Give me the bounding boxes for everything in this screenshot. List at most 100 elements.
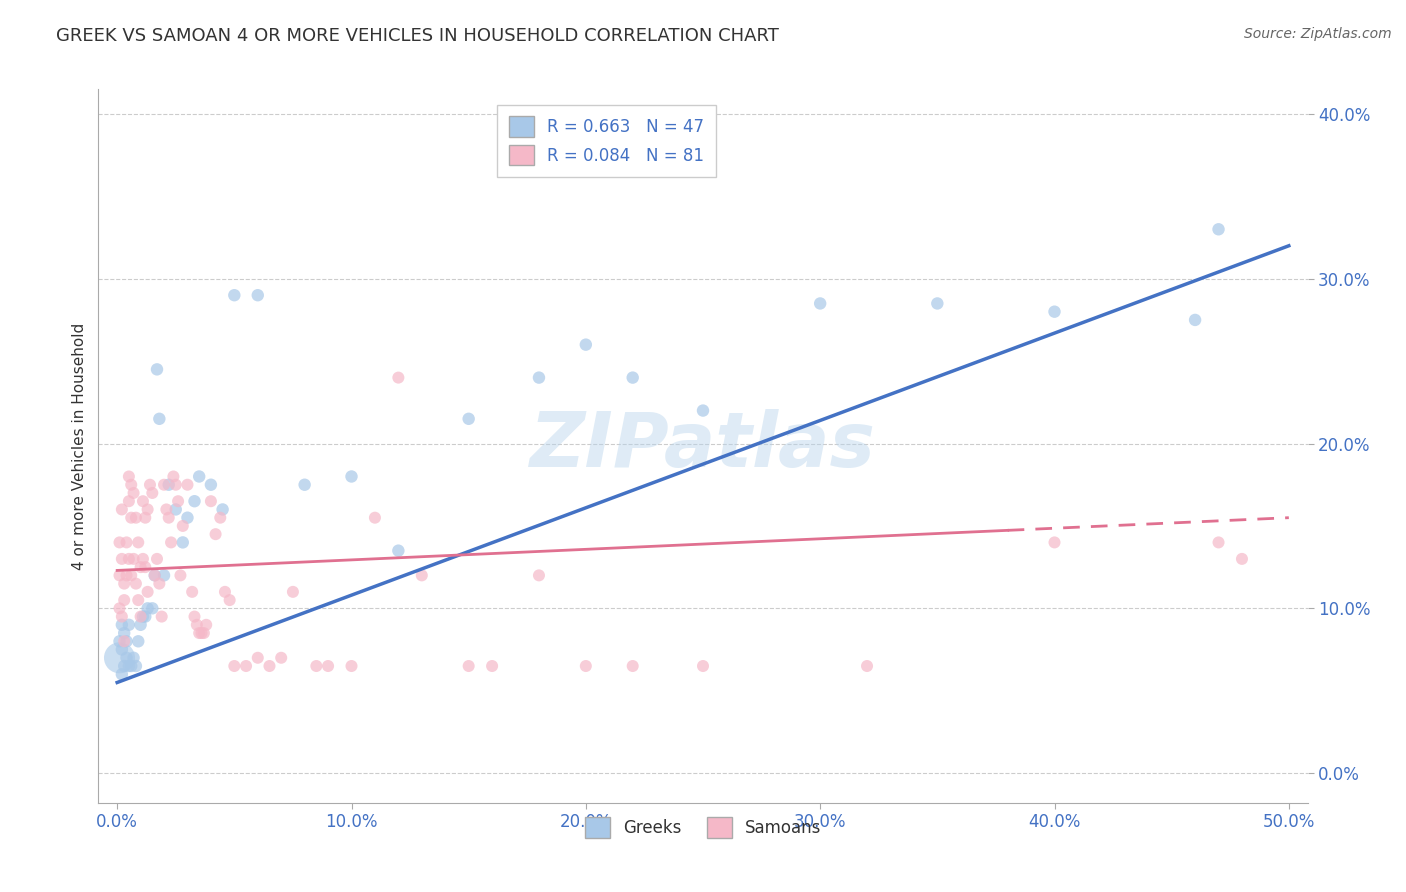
Point: [457, 412, 479, 426]
Point: [127, 593, 149, 607]
Point: [134, 609, 156, 624]
Point: [111, 667, 134, 681]
Point: [575, 659, 598, 673]
Point: [575, 337, 598, 351]
Point: [162, 469, 184, 483]
Point: [132, 552, 155, 566]
Point: [181, 585, 204, 599]
Point: [112, 659, 135, 673]
Point: [112, 593, 135, 607]
Point: [153, 568, 176, 582]
Point: [146, 552, 169, 566]
Point: [176, 477, 198, 491]
Point: [112, 626, 135, 640]
Point: [157, 477, 180, 491]
Point: [111, 617, 134, 632]
Point: [270, 650, 292, 665]
Point: [153, 477, 176, 491]
Point: [148, 576, 170, 591]
Point: [122, 650, 145, 665]
Point: [141, 601, 163, 615]
Point: [172, 519, 194, 533]
Point: [481, 659, 503, 673]
Point: [111, 552, 134, 566]
Text: Source: ZipAtlas.com: Source: ZipAtlas.com: [1244, 27, 1392, 41]
Point: [136, 502, 159, 516]
Point: [1208, 222, 1230, 236]
Point: [127, 535, 149, 549]
Point: [120, 568, 142, 582]
Point: [115, 650, 138, 665]
Point: [294, 477, 316, 491]
Point: [111, 609, 134, 624]
Point: [209, 510, 232, 524]
Point: [108, 601, 131, 615]
Point: [115, 535, 138, 549]
Point: [155, 502, 177, 516]
Point: [621, 370, 644, 384]
Point: [172, 535, 194, 549]
Point: [115, 568, 138, 582]
Point: [122, 486, 145, 500]
Point: [527, 568, 550, 582]
Point: [316, 659, 339, 673]
Point: [143, 568, 166, 582]
Point: [111, 642, 134, 657]
Point: [167, 494, 190, 508]
Point: [118, 494, 141, 508]
Point: [387, 370, 409, 384]
Point: [218, 593, 240, 607]
Point: [190, 626, 212, 640]
Point: [305, 659, 328, 673]
Point: [136, 585, 159, 599]
Point: [200, 494, 222, 508]
Point: [364, 510, 387, 524]
Point: [176, 510, 198, 524]
Point: [188, 469, 211, 483]
Point: [160, 535, 183, 549]
Point: [108, 650, 131, 665]
Point: [134, 560, 156, 574]
Point: [108, 535, 131, 549]
Y-axis label: 4 or more Vehicles in Household: 4 or more Vehicles in Household: [72, 322, 87, 570]
Point: [129, 560, 152, 574]
Point: [115, 634, 138, 648]
Point: [214, 585, 236, 599]
Point: [120, 510, 142, 524]
Point: [193, 626, 215, 640]
Point: [148, 412, 170, 426]
Point: [129, 617, 152, 632]
Point: [127, 634, 149, 648]
Point: [125, 576, 148, 591]
Point: [411, 568, 433, 582]
Point: [246, 650, 269, 665]
Point: [340, 659, 363, 673]
Point: [118, 552, 141, 566]
Point: [856, 659, 879, 673]
Point: [186, 617, 208, 632]
Point: [340, 469, 363, 483]
Point: [692, 659, 714, 673]
Point: [1043, 304, 1066, 318]
Point: [120, 477, 142, 491]
Legend: Greeks, Samoans: Greeks, Samoans: [578, 811, 828, 845]
Point: [169, 568, 191, 582]
Point: [183, 609, 205, 624]
Point: [150, 609, 173, 624]
Point: [143, 568, 166, 582]
Point: [118, 617, 141, 632]
Point: [165, 477, 187, 491]
Point: [621, 659, 644, 673]
Point: [387, 543, 409, 558]
Point: [183, 494, 205, 508]
Point: [132, 494, 155, 508]
Point: [246, 288, 269, 302]
Point: [281, 585, 304, 599]
Text: ZIPatlas: ZIPatlas: [530, 409, 876, 483]
Point: [132, 609, 155, 624]
Point: [1043, 535, 1066, 549]
Point: [134, 510, 156, 524]
Point: [204, 527, 226, 541]
Point: [235, 659, 257, 673]
Point: [146, 362, 169, 376]
